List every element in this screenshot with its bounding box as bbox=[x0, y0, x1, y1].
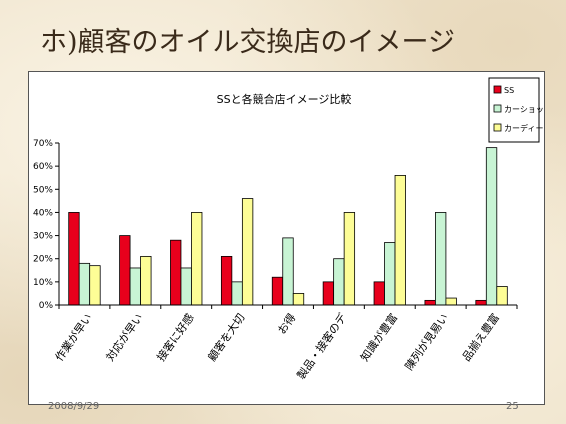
bar-1-8 bbox=[424, 299, 436, 306]
y-tick-label: 60% bbox=[33, 162, 53, 172]
chart: SSと各競合店イメージ比較 0% 10% 20% 30% 40% 50% 60% 70% 作業が早… bbox=[28, 71, 545, 405]
bar-3-4 bbox=[241, 198, 254, 306]
category-label-6: 製品・接客のデ bbox=[294, 311, 350, 382]
legend-swatch-3 bbox=[493, 123, 502, 132]
bar-2-1 bbox=[78, 262, 91, 306]
category-label-9: 品揃え豊富 bbox=[459, 311, 502, 364]
bar-1-4 bbox=[220, 255, 233, 306]
footer-date: 2008/9/29 bbox=[48, 401, 100, 412]
bar-2-2 bbox=[129, 267, 141, 306]
category-label-8: 陳列が見易い bbox=[402, 311, 451, 373]
y-tick-label: 0% bbox=[39, 301, 54, 311]
y-tick-label: 20% bbox=[33, 255, 53, 265]
bar-1-2 bbox=[119, 235, 131, 306]
y-tick-label: 70% bbox=[33, 139, 53, 149]
chart-title: SSと各競合店イメージ比較 bbox=[217, 92, 352, 106]
category-label-1: 作業が早い bbox=[52, 311, 95, 364]
bar-2-8 bbox=[435, 212, 447, 306]
bar-3-6 bbox=[343, 212, 356, 306]
y-tick-label: 10% bbox=[33, 278, 53, 288]
bar-3-7 bbox=[394, 175, 406, 306]
y-tick-label: 50% bbox=[33, 185, 53, 195]
legend-label-3: カーディーラ bbox=[504, 123, 544, 133]
bar-2-9 bbox=[485, 147, 498, 306]
bar-1-5 bbox=[271, 276, 284, 306]
bar-1-1 bbox=[68, 212, 80, 306]
bar-1-7 bbox=[373, 281, 385, 306]
bar-3-1 bbox=[89, 265, 101, 306]
category-label-2: 対応が早い bbox=[103, 311, 146, 364]
bar-3-8 bbox=[445, 297, 457, 306]
bar-1-6 bbox=[322, 281, 335, 306]
category-label-5: お得 bbox=[275, 311, 298, 336]
chart-svg: SSと各競合店イメージ比較 0% 10% 20% 30% 40% 50% 60% 70% 作業が早… bbox=[33, 77, 544, 382]
bar-1-9 bbox=[475, 299, 487, 306]
slide-title: ホ)顧客のオイル交換店のイメージ bbox=[40, 27, 455, 58]
bar-3-2 bbox=[140, 255, 152, 306]
legend-label-2: カーショップ bbox=[504, 105, 544, 114]
bar-3-5 bbox=[292, 293, 305, 306]
category-label-4: 顧客を大切 bbox=[205, 311, 248, 364]
bar-2-3 bbox=[180, 267, 192, 306]
bar-3-3 bbox=[191, 212, 203, 306]
page-number: 25 bbox=[506, 401, 519, 412]
bar-2-7 bbox=[384, 242, 396, 306]
bar-1-3 bbox=[170, 239, 182, 306]
category-label-7: 知識が豊富 bbox=[357, 311, 400, 364]
legend-swatch-1 bbox=[493, 85, 502, 94]
bar-2-4 bbox=[231, 281, 243, 306]
bar-2-5 bbox=[282, 237, 294, 306]
category-label-3: 接客に好感 bbox=[154, 311, 197, 364]
y-tick-label: 40% bbox=[33, 208, 53, 218]
y-tick-label: 30% bbox=[33, 232, 53, 242]
bar-2-6 bbox=[333, 258, 345, 306]
legend-swatch-2 bbox=[493, 104, 502, 113]
bar-3-9 bbox=[496, 286, 508, 306]
legend-label-1: SS bbox=[504, 86, 514, 95]
